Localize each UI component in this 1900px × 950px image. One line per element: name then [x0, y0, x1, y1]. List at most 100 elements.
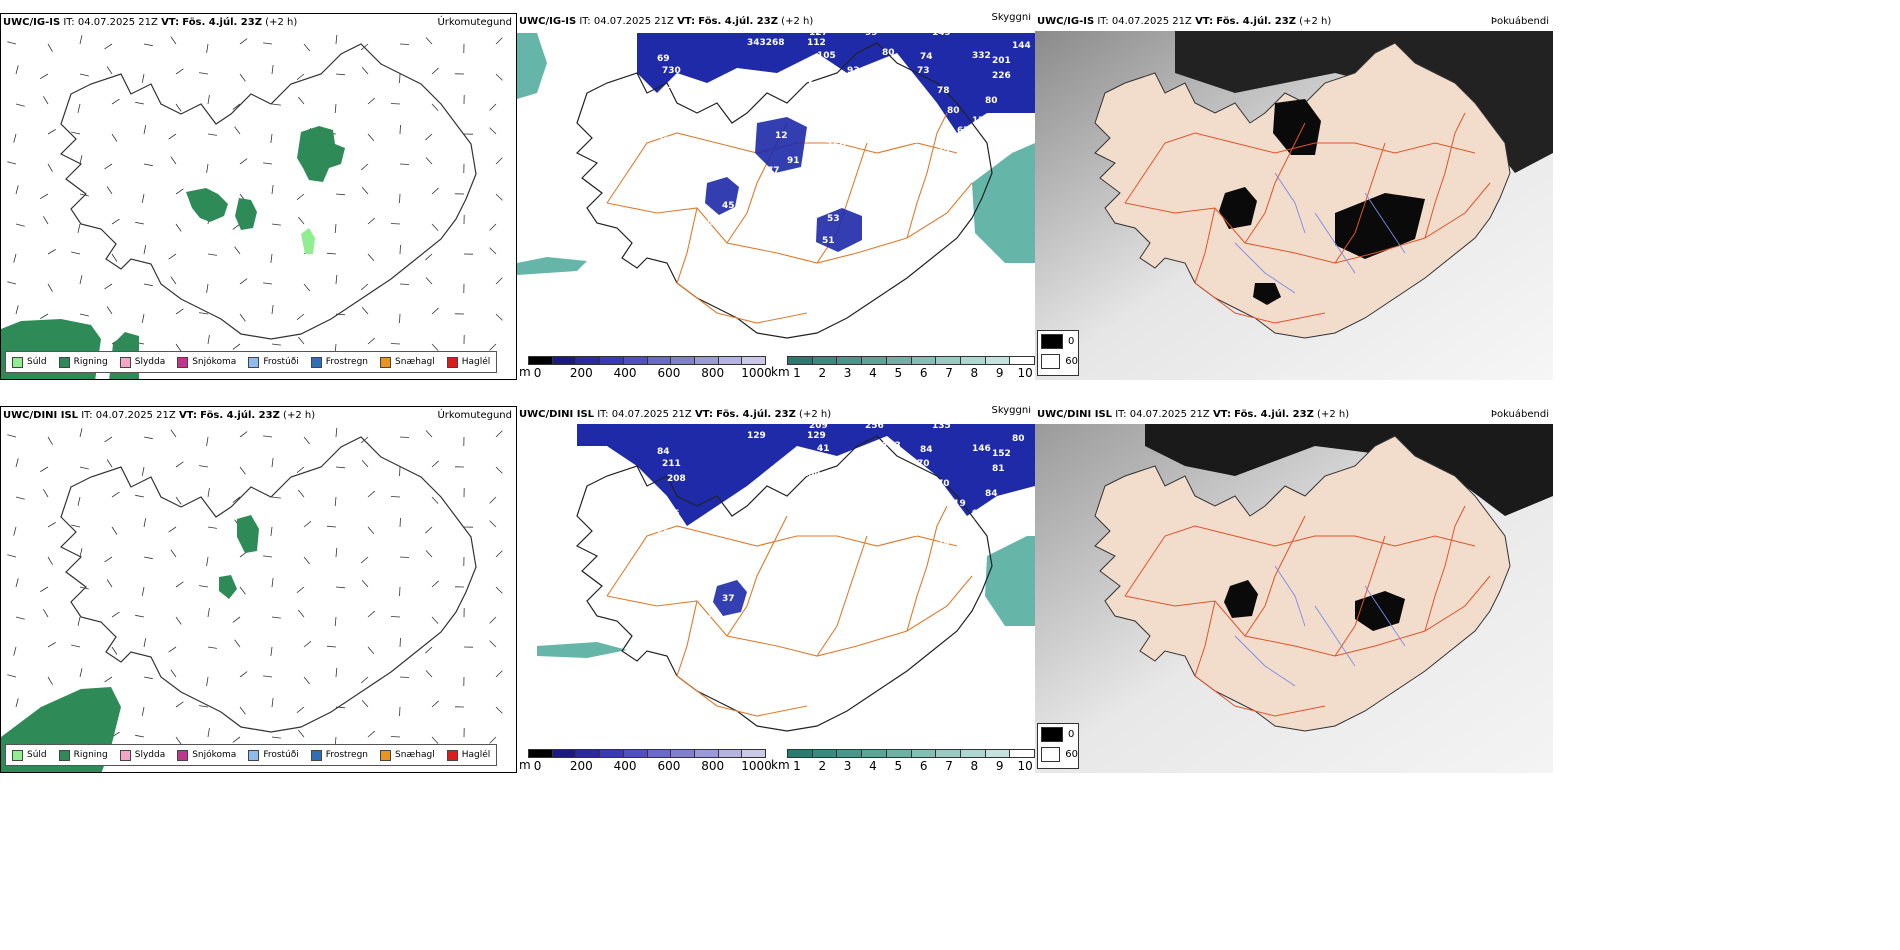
river-line: [1234, 242, 1296, 294]
wind-barb: [47, 249, 56, 255]
ceiling-value: 67: [667, 116, 680, 126]
wind-barb: [334, 103, 337, 114]
legend-item: Rigning: [58, 749, 108, 761]
colorbar-cell: [718, 357, 743, 364]
wind-barb: [303, 676, 311, 685]
iceland-fog-map[interactable]: [1035, 406, 1553, 773]
wind-barb: [263, 435, 273, 438]
wind-barb: [431, 736, 439, 744]
ceiling-value: 114: [957, 519, 976, 529]
wind-barb: [399, 637, 401, 648]
wind-barb: [270, 526, 273, 536]
colorbar-tick: 1: [793, 759, 801, 773]
wind-barb: [431, 496, 439, 504]
wind-barb: [263, 675, 273, 678]
ceiling-value: 332: [972, 51, 991, 61]
wind-barb: [199, 465, 209, 468]
wind-barb: [79, 313, 89, 317]
colorbar-cell: [886, 750, 912, 757]
wind-barb: [367, 526, 375, 535]
colorbar-cell: [552, 750, 577, 757]
wind-barb: [79, 548, 83, 558]
river-line: [1314, 605, 1356, 667]
legend-label: Snæhagl: [395, 357, 435, 367]
wind-barb: [170, 36, 177, 45]
legend-label: Snjókoma: [192, 357, 237, 367]
wind-barb: [425, 430, 433, 438]
wind-barb: [104, 163, 113, 170]
iceland-fog-map[interactable]: [1035, 13, 1553, 380]
colorbar-cell: [985, 750, 1011, 757]
wind-barb: [77, 223, 81, 233]
legend-label: Slydda: [134, 750, 166, 760]
wind-barb: [175, 308, 184, 315]
panel-title: Úrkomutegund: [437, 410, 512, 421]
wind-barb: [431, 700, 439, 708]
wind-barb: [106, 66, 113, 75]
wind-barb: [239, 313, 246, 322]
ceiling-value: 92: [802, 76, 815, 86]
colorbar-cell: [985, 357, 1011, 364]
wind-barb: [79, 466, 89, 470]
wind-barb: [71, 131, 81, 135]
wind-barb: [263, 555, 273, 558]
ceiling-value: 69: [657, 54, 670, 64]
colorbar-tick: 3: [843, 759, 852, 773]
wind-barb: [79, 73, 89, 77]
wind-barb: [232, 736, 241, 743]
wind-barb: [106, 306, 113, 315]
legend-item: Snjókoma: [177, 749, 236, 761]
colorbar-tick: 8: [970, 366, 979, 380]
road-line: [1124, 132, 1476, 204]
ceiling-value: 105: [817, 51, 836, 61]
wind-barb: [425, 37, 433, 45]
wind-barb: [232, 496, 241, 503]
wind-barb: [239, 38, 248, 45]
wind-barb: [15, 496, 25, 500]
ceiling-value: 45: [722, 201, 735, 211]
legend-item: Haglél: [446, 749, 490, 761]
wind-barb: [79, 35, 83, 45]
road-line: [816, 535, 868, 657]
fog-dark-spots: [1224, 580, 1405, 631]
ceiling-value: 20: [657, 136, 670, 146]
wind-barb: [367, 337, 376, 345]
visibility-teal-areas: [517, 33, 1035, 275]
wind-barb: [270, 253, 273, 263]
wind-barb: [297, 216, 305, 225]
colorbar-tick: 1000: [741, 366, 772, 380]
ceiling-value: 135: [932, 421, 951, 431]
wind-barb: [141, 586, 145, 596]
wind-barb: [399, 124, 401, 135]
iceland-precip-map[interactable]: [1, 14, 517, 380]
wind-barb: [15, 458, 19, 468]
iceland-precip-map[interactable]: [1, 407, 517, 773]
wind-barb: [207, 488, 210, 498]
wind-barb: [43, 96, 49, 105]
colorbar-cell: [862, 750, 887, 757]
colorbar-cell: [960, 357, 986, 364]
wind-barb: [206, 283, 209, 293]
colorbar-tick: 200: [569, 366, 593, 380]
wind-barb: [143, 518, 147, 528]
river-line: [1364, 192, 1406, 254]
wind-barb: [239, 278, 248, 285]
ceiling-value: 201: [992, 56, 1011, 66]
ceiling-value: 84: [985, 489, 998, 499]
road-line: [726, 515, 788, 637]
wind-barb: [111, 611, 120, 618]
wind-barb: [43, 489, 49, 498]
road-line: [1244, 515, 1306, 637]
legend-swatch: [58, 749, 70, 761]
wind-barb: [207, 526, 217, 529]
road-network: [1124, 112, 1491, 324]
wind-barb: [15, 103, 25, 107]
legend-swatch: [58, 356, 70, 368]
wind-barb: [40, 466, 49, 472]
legend-swatch: [119, 356, 131, 368]
legend-swatch: [177, 356, 189, 368]
ceiling-value: 112: [807, 38, 826, 48]
road-line: [1334, 142, 1386, 264]
